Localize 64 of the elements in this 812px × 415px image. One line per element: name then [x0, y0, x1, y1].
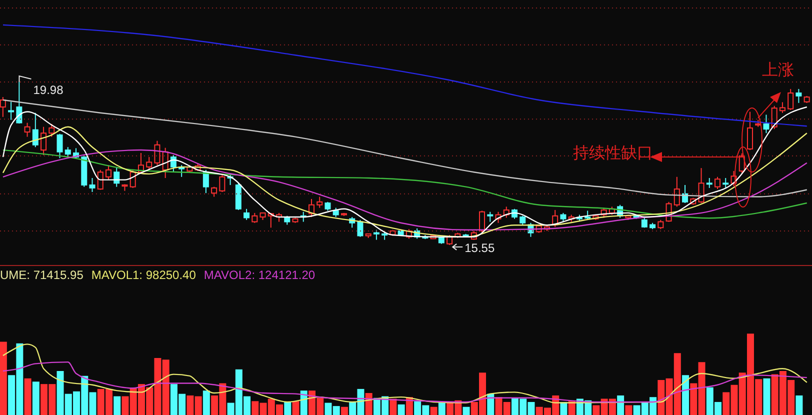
candlestick — [16, 81, 22, 124]
candlestick — [32, 112, 38, 148]
candlestick — [487, 211, 494, 222]
candlestick — [584, 210, 591, 220]
candlestick — [373, 229, 380, 240]
candlestick — [8, 101, 14, 120]
text: MAVOL1: 98250.40 — [91, 268, 196, 282]
bar — [390, 398, 397, 415]
candlestick — [788, 88, 794, 110]
candlestick — [714, 176, 720, 190]
candlestick — [698, 168, 704, 204]
bar — [0, 342, 7, 415]
candlestick — [244, 208, 250, 220]
candlestick — [706, 177, 712, 188]
bar — [114, 396, 121, 415]
bar — [202, 390, 210, 415]
bar — [763, 378, 770, 415]
bar — [487, 394, 494, 415]
bar — [340, 406, 348, 415]
candlestick — [722, 177, 729, 188]
candlestick — [146, 156, 152, 170]
candlestick — [658, 219, 664, 230]
bar — [292, 401, 300, 415]
candlestick — [674, 176, 680, 208]
candlestick — [357, 219, 364, 238]
bar — [462, 406, 470, 415]
bar — [398, 404, 405, 415]
text: 上涨 — [762, 60, 794, 81]
candlestick — [170, 154, 176, 173]
candlestick — [24, 122, 30, 138]
candlestick — [89, 177, 96, 192]
candlestick — [779, 102, 786, 114]
candlestick — [252, 212, 258, 224]
bar — [32, 382, 40, 415]
candlestick — [178, 164, 185, 178]
annotation: 持续性缺口 — [573, 143, 653, 164]
candlestick — [479, 210, 486, 233]
candlestick — [219, 174, 226, 192]
candlestick — [763, 114, 770, 134]
candlestick — [40, 126, 47, 156]
annotation: 15.55 — [464, 240, 495, 255]
text: MAVOL2: 124121.20 — [204, 268, 316, 282]
candlestick — [235, 182, 242, 211]
candlestick — [211, 186, 218, 198]
bar — [438, 402, 446, 415]
text: UME: 71415.95 — [0, 268, 84, 282]
bar — [796, 395, 803, 415]
candlestick — [56, 133, 63, 159]
candlestick — [154, 140, 160, 166]
bar — [300, 390, 308, 415]
bar — [682, 375, 690, 415]
candlestick — [332, 207, 339, 218]
bar — [24, 378, 32, 415]
bar — [430, 406, 438, 415]
annotation: 19.98 — [33, 82, 64, 97]
bar — [625, 405, 632, 415]
bar — [284, 402, 292, 415]
bar — [617, 395, 624, 415]
candlestick — [48, 123, 55, 138]
candlestick — [105, 164, 112, 180]
candlestick — [316, 196, 323, 208]
candlestick — [796, 88, 802, 104]
candlestick — [746, 111, 753, 151]
candlestick — [97, 169, 104, 190]
